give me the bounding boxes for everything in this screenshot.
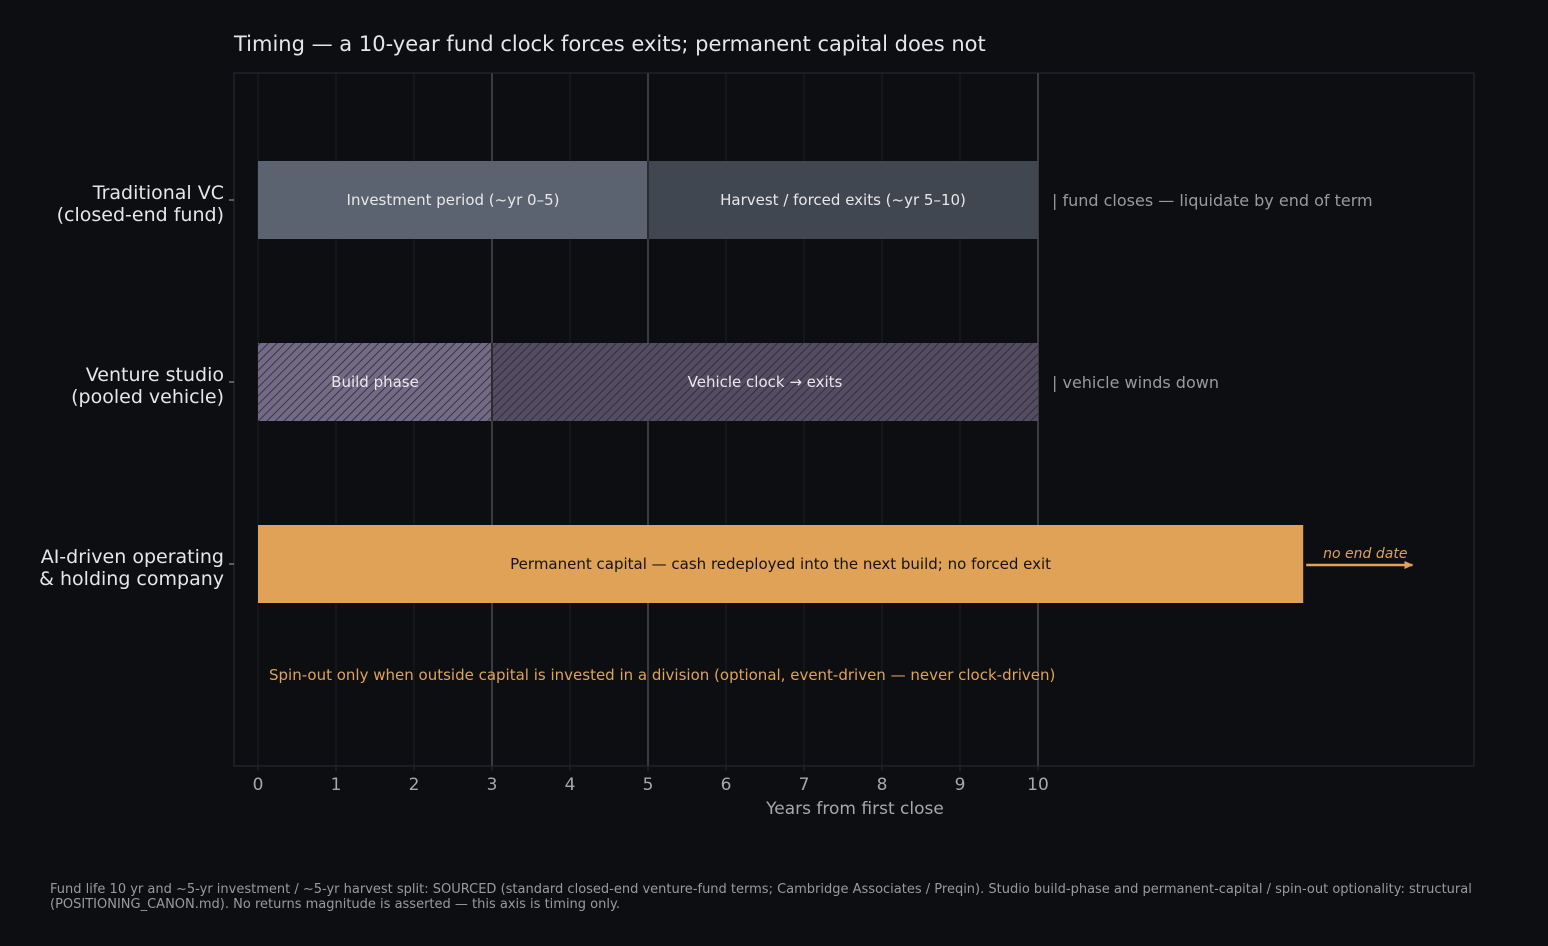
x-tick-label: 8 <box>877 775 888 795</box>
row-label-line1: Traditional VC <box>92 182 224 204</box>
timeline-segment <box>258 525 1304 603</box>
segment-label: Permanent capital — cash redeployed into… <box>510 555 1051 573</box>
row-label-line2: (pooled vehicle) <box>71 386 224 408</box>
segment-hatch <box>258 343 492 421</box>
segment-label: Investment period (~yr 0–5) <box>347 191 560 209</box>
x-tick-label: 1 <box>331 775 342 795</box>
footnote-line-1: Fund life 10 yr and ~5-yr investment / ~… <box>50 882 1472 897</box>
x-tick-label: 6 <box>721 775 732 795</box>
x-tick-label: 10 <box>1027 775 1049 795</box>
x-axis-label: Years from first close <box>765 799 944 819</box>
spin-out-annotation: Spin-out only when outside capital is in… <box>269 666 1055 684</box>
segment-label: Build phase <box>331 373 419 391</box>
row-label-line2: (closed-end fund) <box>57 204 224 226</box>
footnote-line-2: (POSITIONING_CANON.md). No returns magni… <box>50 897 620 912</box>
plot-area: 0 1 2 3 4 5 6 7 8 9 10 Traditional VC(closed-end fu… <box>39 72 1475 795</box>
timeline-segment <box>258 161 648 239</box>
row-end-note: | vehicle winds down <box>1052 373 1219 392</box>
segment-label: Harvest / forced exits (~yr 5–10) <box>720 191 966 209</box>
x-tick-label: 3 <box>487 775 498 795</box>
x-tick-label: 7 <box>799 775 810 795</box>
plot-frame <box>233 72 1475 767</box>
no-end-date-label: no end date <box>1323 546 1407 562</box>
x-tick-label: 4 <box>565 775 576 795</box>
x-tick-label: 9 <box>955 775 966 795</box>
x-tick-label: 5 <box>643 775 654 795</box>
chart-title: Timing — a 10-year fund clock forces exi… <box>233 32 986 56</box>
timeline-segment <box>648 161 1038 239</box>
segment-label: Vehicle clock → exits <box>688 373 843 391</box>
row-label-line2: & holding company <box>39 568 224 590</box>
row-label-line1: AI-driven operating <box>41 546 224 568</box>
x-tick-label: 2 <box>409 775 420 795</box>
row-end-note: | fund closes — liquidate by end of term <box>1052 191 1373 210</box>
row-label-line1: Venture studio <box>86 364 224 386</box>
x-tick-label: 0 <box>253 775 264 795</box>
segment-hatch <box>492 343 1038 421</box>
